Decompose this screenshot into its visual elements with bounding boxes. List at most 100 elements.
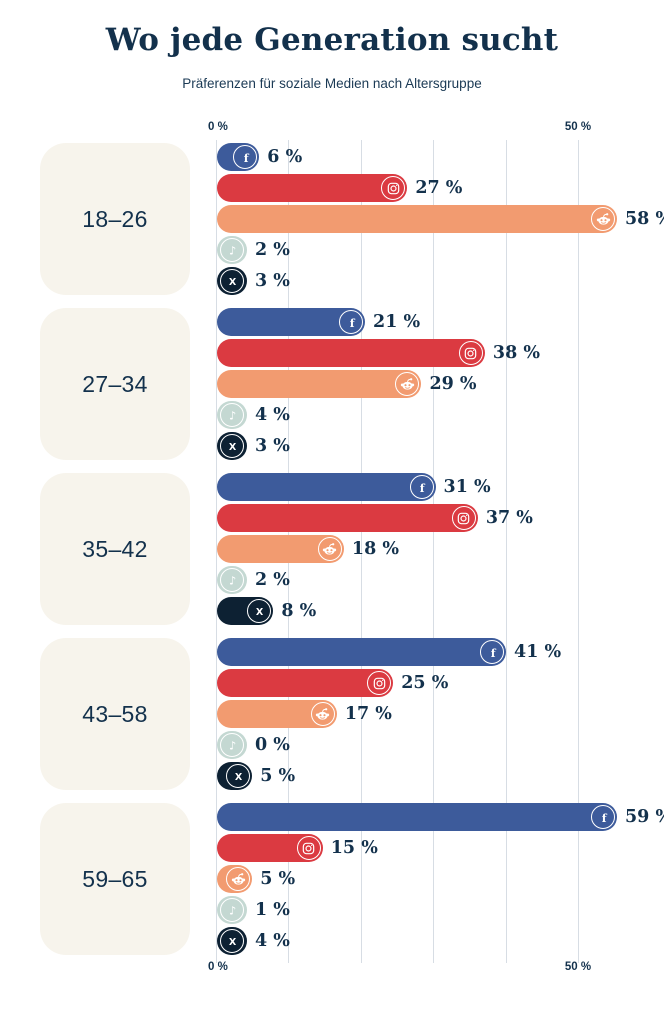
bar-value-label: 18 % xyxy=(351,539,399,559)
bar-row-reddit: 18 % xyxy=(217,535,664,563)
bar-stack: f 31 % 37 % 18 % ♪ 2 % X 8 % xyxy=(217,473,664,625)
bar-value-label: 59 % xyxy=(625,807,664,827)
gridline-50-percent xyxy=(578,140,579,963)
svg-text:f: f xyxy=(349,315,355,329)
instagram-icon xyxy=(296,836,321,860)
svg-text:X: X xyxy=(235,771,243,782)
bar-reddit xyxy=(217,370,422,398)
bar-facebook: f xyxy=(217,143,260,171)
bar-x: X xyxy=(217,432,247,460)
bar-tiktok: ♪ xyxy=(217,896,247,924)
gridline-20-percent xyxy=(360,140,362,963)
axis-label-bottom-max: 50 % xyxy=(564,961,592,973)
bar-x: X xyxy=(217,927,247,955)
svg-text:♪: ♪ xyxy=(228,903,235,917)
instagram-icon xyxy=(381,176,406,200)
age-group-label: 18–26 xyxy=(82,205,148,232)
svg-text:♪: ♪ xyxy=(228,243,235,257)
bar-value-label: 17 % xyxy=(344,704,392,724)
bar-x: X xyxy=(217,597,274,625)
age-group-box: 35–42 xyxy=(40,473,190,625)
facebook-icon: f xyxy=(233,145,258,169)
bar-value-label: 41 % xyxy=(514,642,562,662)
bar-value-label: 5 % xyxy=(260,869,296,889)
bar-row-tiktok: ♪ 4 % xyxy=(217,401,664,429)
bar-row-x: X 8 % xyxy=(217,597,664,625)
bar-stack: f 41 % 25 % 17 % ♪ 0 % X 5 % xyxy=(217,638,664,790)
bar-facebook: f xyxy=(217,473,436,501)
bar-value-label: 21 % xyxy=(373,312,421,332)
bar-stack: f 21 % 38 % 29 % ♪ 4 % X 3 % xyxy=(217,308,664,460)
age-group-18-26: 18–26 f 6 % 27 % 58 % ♪ 2 % X 3 % xyxy=(0,143,664,295)
bar-value-label: 31 % xyxy=(443,477,491,497)
bar-row-facebook: f 59 % xyxy=(217,803,664,831)
svg-text:X: X xyxy=(228,936,236,947)
page-title: Wo jede Generation sucht xyxy=(105,22,559,58)
tiktok-icon: ♪ xyxy=(220,238,244,262)
bar-row-instagram: 27 % xyxy=(217,174,664,202)
svg-text:♪: ♪ xyxy=(228,738,235,752)
bar-facebook: f xyxy=(217,803,617,831)
axis-label-top-max: 50 % xyxy=(564,121,592,133)
age-group-label: 35–42 xyxy=(82,535,148,562)
bar-tiktok: ♪ xyxy=(217,401,247,429)
facebook-icon: f xyxy=(591,805,615,829)
age-group-box: 18–26 xyxy=(40,143,190,295)
reddit-icon xyxy=(395,372,420,396)
axis-label-top-min: 0 % xyxy=(208,121,228,133)
bar-value-label: 37 % xyxy=(485,508,533,528)
bar-value-label: 29 % xyxy=(429,374,477,394)
bar-row-facebook: f 21 % xyxy=(217,308,664,336)
bar-row-facebook: f 41 % xyxy=(217,638,664,666)
bar-row-tiktok: ♪ 2 % xyxy=(217,566,664,594)
facebook-icon: f xyxy=(339,310,364,334)
bar-stack: f 59 % 15 % 5 % ♪ 1 % X 4 % xyxy=(217,803,664,955)
bar-row-instagram: 15 % xyxy=(217,834,664,862)
svg-text:♪: ♪ xyxy=(228,573,235,587)
reddit-icon xyxy=(317,537,342,561)
bar-reddit xyxy=(217,865,253,893)
facebook-icon: f xyxy=(409,475,434,499)
bar-row-tiktok: ♪ 0 % xyxy=(217,731,664,759)
gridline-0-percent xyxy=(215,140,217,963)
reddit-icon xyxy=(310,702,335,726)
bar-facebook: f xyxy=(217,308,366,336)
bar-instagram xyxy=(217,669,394,697)
bar-x: X xyxy=(217,762,253,790)
bar-value-label: 27 % xyxy=(415,178,463,198)
x-icon: X xyxy=(247,599,272,623)
bar-row-reddit: 29 % xyxy=(217,370,664,398)
x-icon: X xyxy=(226,764,251,788)
bar-row-x: X 3 % xyxy=(217,432,664,460)
facebook-icon: f xyxy=(480,640,505,664)
bar-row-x: X 3 % xyxy=(217,267,664,295)
bar-value-label: 6 % xyxy=(267,147,303,167)
x-icon: X xyxy=(220,434,244,458)
tiktok-icon: ♪ xyxy=(220,733,244,757)
gridline-40-percent xyxy=(505,140,507,963)
bar-instagram xyxy=(217,834,323,862)
bar-row-x: X 5 % xyxy=(217,762,664,790)
instagram-icon xyxy=(451,506,476,530)
bar-row-facebook: f 6 % xyxy=(217,143,664,171)
age-group-27-34: 27–34 f 21 % 38 % 29 % ♪ 4 % X 3 % xyxy=(0,308,664,460)
bar-row-instagram: 25 % xyxy=(217,669,664,697)
bar-row-tiktok: ♪ 1 % xyxy=(217,896,664,924)
bar-row-reddit: 17 % xyxy=(217,700,664,728)
bar-value-label: 4 % xyxy=(255,405,290,425)
age-group-59-65: 59–65 f 59 % 15 % 5 % ♪ 1 % X 4 % xyxy=(0,803,664,955)
bar-value-label: 8 % xyxy=(281,601,317,621)
bar-value-label: 2 % xyxy=(255,570,290,590)
age-group-box: 59–65 xyxy=(40,803,190,955)
bar-stack: f 6 % 27 % 58 % ♪ 2 % X 3 % xyxy=(217,143,664,295)
bar-value-label: 3 % xyxy=(255,271,290,291)
bar-reddit xyxy=(217,700,337,728)
age-group-box: 27–34 xyxy=(40,308,190,460)
bar-tiktok: ♪ xyxy=(217,566,247,594)
bar-tiktok: ♪ xyxy=(217,731,247,759)
svg-text:X: X xyxy=(228,276,236,287)
bar-facebook: f xyxy=(217,638,507,666)
bar-row-tiktok: ♪ 2 % xyxy=(217,236,664,264)
bar-value-label: 0 % xyxy=(255,735,290,755)
